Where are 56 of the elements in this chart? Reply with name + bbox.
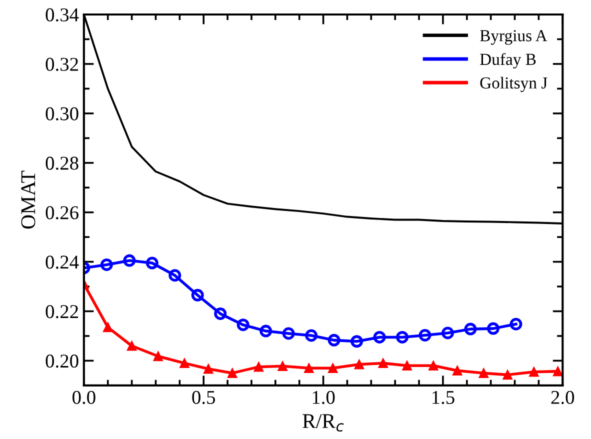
point xyxy=(180,358,190,368)
y-tick-label: 0.28 xyxy=(46,156,78,170)
point xyxy=(278,361,288,372)
point xyxy=(254,362,264,372)
point xyxy=(304,363,314,373)
y-tick-label: 0.22 xyxy=(46,305,78,318)
legend-label: Golitsyn J xyxy=(480,76,548,92)
point xyxy=(486,322,500,335)
point xyxy=(227,368,238,378)
y-tick-label: 0.32 xyxy=(46,58,78,71)
point xyxy=(354,360,364,370)
point xyxy=(102,322,113,332)
y-tick-label: 0.26 xyxy=(46,206,78,220)
y-tick-label: 0.20 xyxy=(46,354,78,368)
point xyxy=(428,360,438,371)
x-tick-label: 1.0 xyxy=(312,390,335,404)
point xyxy=(168,269,182,282)
point xyxy=(100,258,113,272)
y-tick-label: 0.30 xyxy=(46,107,78,120)
point xyxy=(402,360,412,371)
point xyxy=(510,318,522,330)
point xyxy=(260,324,272,338)
point xyxy=(204,364,214,374)
legend-label: Dufay B xyxy=(480,53,536,68)
x-tick-label: 0.5 xyxy=(192,390,215,404)
point xyxy=(328,363,338,373)
point xyxy=(529,366,539,377)
point xyxy=(418,328,432,342)
x-axis-title: R/R$_{c}$ xyxy=(302,414,344,432)
x-tick-label: 0.0 xyxy=(72,390,96,404)
point xyxy=(328,334,340,346)
point xyxy=(452,366,462,376)
point xyxy=(146,256,158,270)
point xyxy=(502,370,512,380)
point xyxy=(126,341,137,351)
point xyxy=(153,351,163,362)
point xyxy=(214,307,227,320)
point xyxy=(123,254,136,267)
point xyxy=(478,368,489,378)
point xyxy=(464,322,477,336)
point xyxy=(552,366,563,376)
point xyxy=(236,318,250,332)
point xyxy=(373,330,386,344)
y-tick-label: 0.34 xyxy=(46,8,79,22)
point xyxy=(378,358,388,368)
point xyxy=(396,330,409,344)
point xyxy=(441,326,454,340)
x-tick-label: 1.5 xyxy=(432,390,454,404)
y-axis-title: OMAT xyxy=(21,170,36,229)
point xyxy=(305,329,318,342)
point xyxy=(191,288,204,302)
point xyxy=(282,327,295,340)
y-tick-label: 0.24 xyxy=(46,256,79,269)
x-tick-label: 2.0 xyxy=(551,390,574,404)
legend-label: Byrgius A xyxy=(480,30,548,45)
point xyxy=(350,335,364,348)
